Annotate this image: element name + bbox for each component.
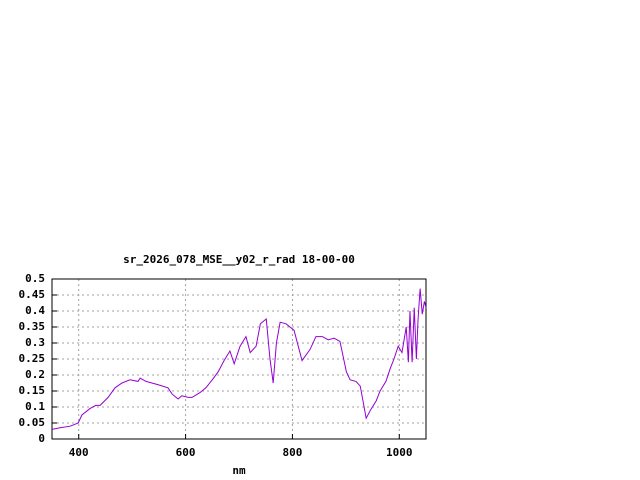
x-axis-label: nm: [232, 464, 246, 477]
y-tick-label: 0.45: [19, 288, 46, 301]
x-tick-label: 800: [282, 446, 302, 459]
y-tick-label: 0.1: [25, 400, 45, 413]
x-tick-label: 400: [69, 446, 89, 459]
plot-frame: [51, 278, 427, 440]
y-tick-label: 0: [38, 432, 45, 445]
y-tick-label: 0.4: [25, 304, 45, 317]
y-tick-label: 0.05: [19, 416, 46, 429]
y-tick-label: 0.35: [19, 320, 46, 333]
y-tick-label: 0.5: [25, 272, 45, 285]
x-tick-label: 600: [176, 446, 196, 459]
y-tick-label: 0.25: [19, 352, 46, 365]
x-tick-label: 1000: [386, 446, 413, 459]
y-tick-label: 0.15: [19, 384, 46, 397]
chart-title: sr_2026_078_MSE__y02_r_rad 18-00-00: [123, 253, 355, 266]
y-tick-label: 0.3: [25, 336, 45, 349]
data-line: [51, 288, 427, 430]
y-tick-label: 0.2: [25, 368, 45, 381]
